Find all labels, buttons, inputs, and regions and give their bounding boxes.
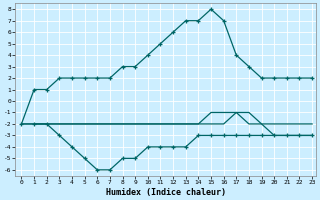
X-axis label: Humidex (Indice chaleur): Humidex (Indice chaleur) (106, 188, 226, 197)
